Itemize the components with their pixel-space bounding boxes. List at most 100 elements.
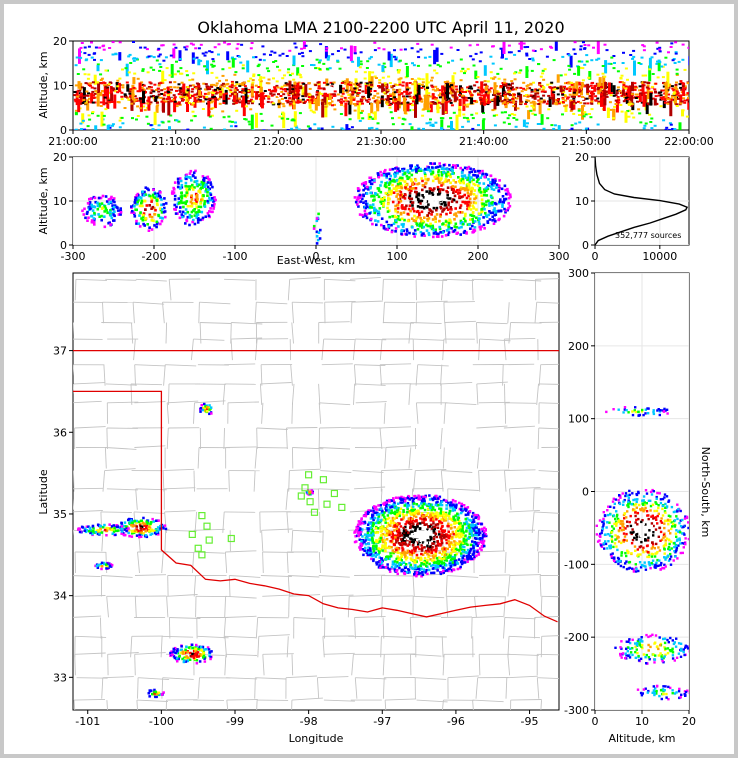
time-source xyxy=(199,97,203,100)
east-west-source xyxy=(402,167,406,171)
east-west-source xyxy=(499,209,503,212)
time-source xyxy=(186,128,190,130)
time-source xyxy=(511,97,515,100)
time-source xyxy=(427,92,431,95)
county-line xyxy=(134,652,166,655)
map-source xyxy=(441,550,445,553)
time-source xyxy=(673,128,677,130)
county-line xyxy=(161,551,164,574)
east-west-source xyxy=(159,191,162,194)
east-west-source xyxy=(480,208,483,211)
time-source xyxy=(397,71,401,74)
time-source xyxy=(87,92,90,95)
county-line xyxy=(167,400,199,404)
time-source xyxy=(559,85,563,93)
time-source xyxy=(536,123,540,125)
east-west-source xyxy=(211,196,214,200)
time-source xyxy=(151,128,155,130)
time-source xyxy=(255,112,258,128)
east-west-source xyxy=(415,170,418,173)
east-west-source xyxy=(498,187,501,190)
east-west-source xyxy=(468,180,472,184)
time-source xyxy=(420,86,424,89)
time-source xyxy=(406,86,409,89)
time-source xyxy=(169,100,173,103)
east-west-source xyxy=(491,219,494,222)
time-source xyxy=(542,127,546,130)
county-line xyxy=(539,321,559,323)
time-source xyxy=(574,122,578,125)
time-source xyxy=(373,100,377,103)
histogram-ytick-label: 10 xyxy=(575,195,589,208)
time-source xyxy=(630,93,634,96)
time-source xyxy=(408,103,412,106)
east-west-source xyxy=(136,200,139,204)
east-west-source xyxy=(405,233,408,236)
east-west-source xyxy=(398,218,402,222)
time-source xyxy=(241,88,245,91)
time-source xyxy=(296,82,300,93)
time-source xyxy=(269,92,273,95)
time-source xyxy=(604,82,608,90)
county-line xyxy=(408,383,411,405)
east-west-source xyxy=(497,218,500,222)
time-source xyxy=(210,83,214,86)
time-source xyxy=(662,81,666,84)
county-line xyxy=(162,302,165,324)
east-west-source xyxy=(388,181,392,184)
time-source xyxy=(572,91,576,94)
time-source xyxy=(191,78,195,81)
east-west-source xyxy=(475,216,478,220)
county-line xyxy=(379,426,412,429)
time-source xyxy=(504,84,507,87)
east-west-source xyxy=(185,219,189,223)
time-source xyxy=(186,97,189,112)
county-line xyxy=(168,383,170,405)
east-west-source xyxy=(384,184,387,187)
time-source xyxy=(581,105,584,120)
time-source xyxy=(436,99,440,114)
time-source xyxy=(439,92,443,95)
east-west-source xyxy=(498,200,502,203)
time-source xyxy=(304,84,308,98)
time-source xyxy=(241,82,245,85)
time-source xyxy=(102,114,106,117)
time-source xyxy=(651,73,655,75)
east-west-source xyxy=(432,195,435,199)
east-west-source xyxy=(436,177,440,180)
time-ytick-label: 10 xyxy=(53,80,67,93)
time-source xyxy=(674,52,678,55)
east-west-source xyxy=(143,190,146,194)
time-source xyxy=(326,83,330,86)
time-source xyxy=(575,81,579,95)
time-source xyxy=(342,100,346,103)
time-source xyxy=(106,97,110,109)
time-source xyxy=(84,82,88,85)
time-source xyxy=(526,46,530,48)
time-source xyxy=(462,113,466,116)
time-source xyxy=(93,74,97,85)
time-source xyxy=(214,96,217,99)
time-source xyxy=(90,41,93,44)
county-line xyxy=(193,338,225,341)
east-west-source xyxy=(319,228,322,232)
east-west-source xyxy=(455,200,459,204)
time-source xyxy=(641,82,645,84)
time-source xyxy=(621,62,625,64)
east-west-source xyxy=(459,181,462,185)
county-line xyxy=(353,721,355,742)
time-source xyxy=(588,71,592,80)
time-source xyxy=(642,93,646,105)
time-source xyxy=(188,84,192,87)
time-source xyxy=(410,126,414,130)
east-west-source xyxy=(497,189,500,192)
time-source xyxy=(236,43,240,46)
east-west-source xyxy=(180,196,184,200)
time-source xyxy=(277,95,281,98)
time-source xyxy=(605,49,609,52)
time-source xyxy=(507,44,511,47)
time-source xyxy=(128,53,132,56)
time-source xyxy=(380,95,384,108)
time-source xyxy=(573,72,577,75)
time-source xyxy=(661,65,665,68)
